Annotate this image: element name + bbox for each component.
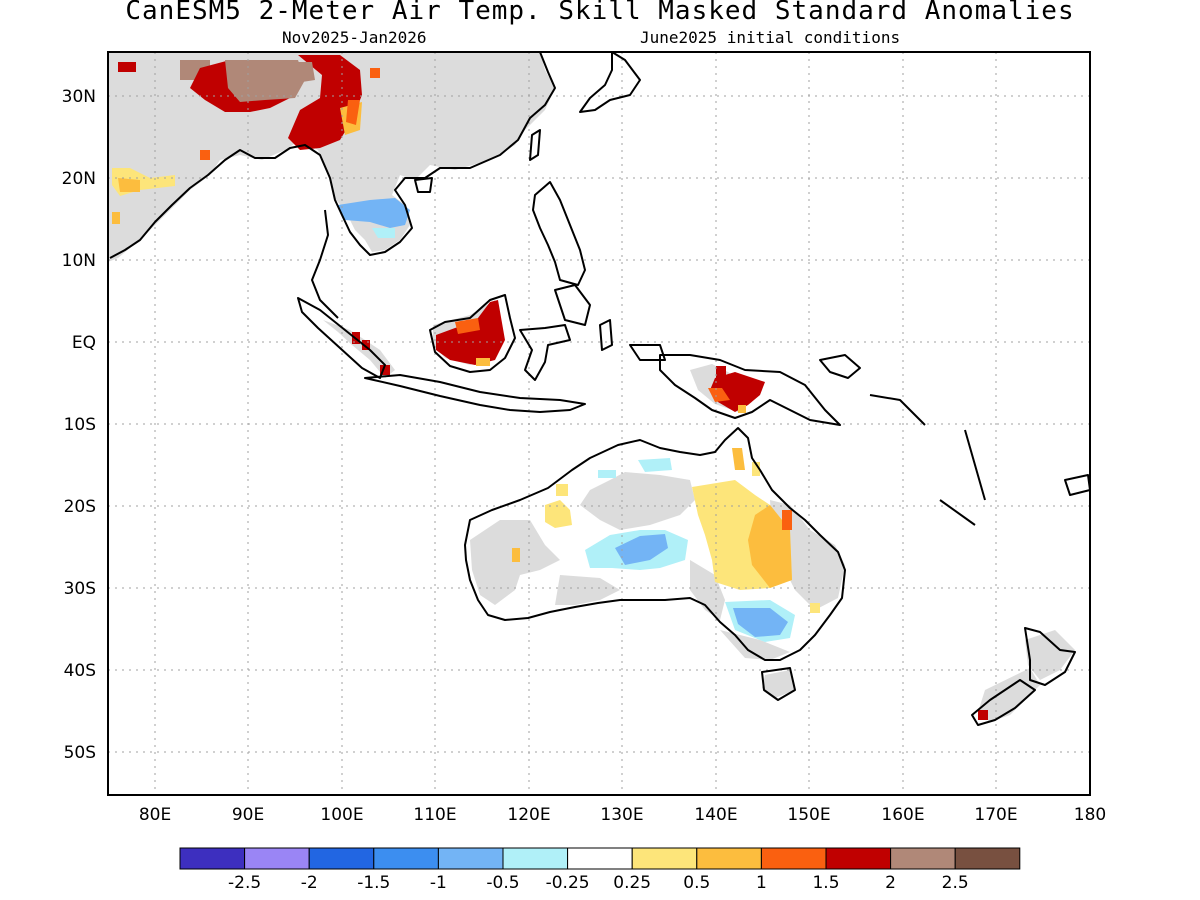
gridlines bbox=[108, 52, 1090, 795]
legend-label: 0.5 bbox=[683, 873, 710, 893]
legend-label: -2 bbox=[301, 873, 318, 893]
lon-label: 150E bbox=[787, 805, 830, 825]
lat-label: 30S bbox=[64, 579, 96, 599]
legend-swatch bbox=[954, 847, 1021, 870]
legend-label: -0.25 bbox=[546, 873, 590, 893]
legend-swatch bbox=[631, 847, 698, 870]
legend-label: 0.25 bbox=[613, 873, 651, 893]
latitude-labels: 30N 20N 10N EQ 10S 20S 30S 40S 50S bbox=[62, 87, 96, 763]
lat-label: 20S bbox=[64, 497, 96, 517]
forecast-period: Nov2025-Jan2026 bbox=[282, 28, 427, 47]
lat-label: 10S bbox=[64, 415, 96, 435]
legend-swatch bbox=[567, 847, 633, 870]
legend-label: 1.5 bbox=[812, 873, 839, 893]
lon-label: 160E bbox=[881, 805, 924, 825]
plot-frame bbox=[107, 51, 1091, 796]
coastlines bbox=[109, 51, 1091, 726]
legend-label: 2.5 bbox=[942, 873, 969, 893]
legend-swatch bbox=[825, 847, 892, 870]
legend-swatch bbox=[244, 847, 310, 870]
legend-label: -1 bbox=[430, 873, 447, 893]
legend-label: -0.5 bbox=[486, 873, 519, 893]
color-legend: -2.5 -2 -1.5 -1 -0.5 -0.25 0.25 0.5 1 1.5 2 2.5 bbox=[179, 847, 1021, 893]
lon-label: 110E bbox=[413, 805, 456, 825]
lon-label: 170E bbox=[974, 805, 1017, 825]
lat-label: 10N bbox=[62, 251, 96, 271]
lon-label: 180 bbox=[1074, 805, 1106, 825]
lon-label: 130E bbox=[600, 805, 643, 825]
lon-label: 80E bbox=[139, 805, 171, 825]
lon-label: 90E bbox=[232, 805, 264, 825]
legend-label: -1.5 bbox=[357, 873, 390, 893]
legend-swatch bbox=[373, 847, 439, 870]
lon-label: 140E bbox=[694, 805, 737, 825]
map-title: CanESM5 2-Meter Air Temp. Skill Masked S… bbox=[125, 0, 1075, 26]
legend-label: -2.5 bbox=[228, 873, 261, 893]
legend-label: 2 bbox=[885, 873, 896, 893]
legend-swatch bbox=[696, 847, 762, 870]
anomaly-shading bbox=[112, 55, 988, 720]
lat-label: 20N bbox=[62, 169, 96, 189]
longitude-labels: 80E 90E 100E 110E 120E 130E 140E 150E 16… bbox=[139, 805, 1106, 825]
legend-label: 1 bbox=[756, 873, 767, 893]
initial-conditions: June2025 initial conditions bbox=[640, 28, 901, 47]
lat-label: 40S bbox=[64, 661, 96, 681]
legend-swatch bbox=[502, 847, 569, 870]
lat-label: EQ bbox=[72, 333, 96, 353]
legend-swatch bbox=[760, 847, 827, 870]
legend-swatch bbox=[437, 847, 504, 870]
legend-swatch bbox=[308, 847, 375, 870]
lat-label: 50S bbox=[64, 743, 96, 763]
legend-swatch bbox=[890, 847, 956, 870]
lon-label: 100E bbox=[320, 805, 363, 825]
legend-swatch bbox=[179, 847, 246, 870]
lat-label: 30N bbox=[62, 87, 96, 107]
lon-label: 120E bbox=[507, 805, 550, 825]
